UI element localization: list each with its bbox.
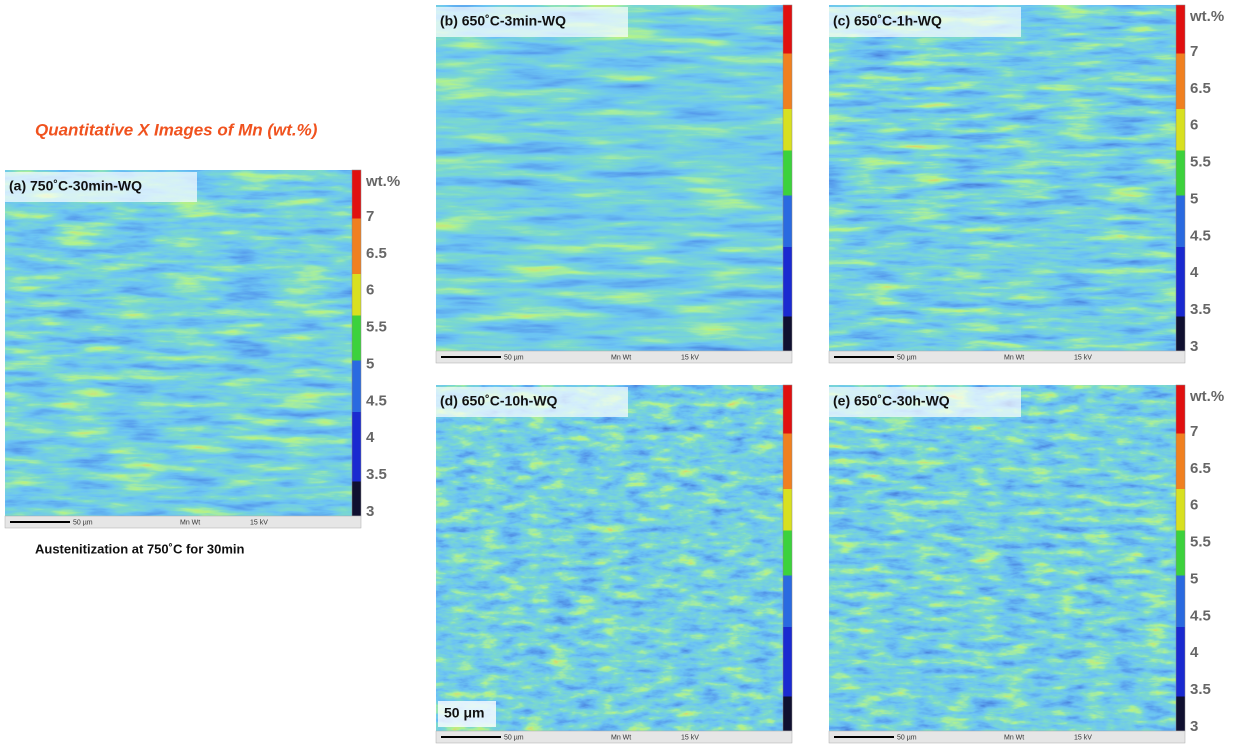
panel-label: (b) 650˚C-3min-WQ — [440, 13, 566, 29]
colorbar — [1175, 4, 1186, 352]
footer-scale: 50 µm — [897, 734, 917, 741]
colorbar-unit: wt.% — [1189, 8, 1224, 25]
panel-label: (a) 750˚C-30min-WQ — [9, 178, 142, 194]
element-map — [436, 385, 783, 731]
colorbar-tick-label: 4 — [366, 429, 375, 446]
scale-label-box — [438, 701, 496, 727]
colorbar-tick-label: 3.5 — [1190, 301, 1211, 318]
label-box — [829, 387, 1021, 417]
element-map — [829, 5, 1176, 351]
colorbar-tick-label: 6.5 — [366, 245, 387, 262]
colorbar — [782, 384, 793, 732]
footer-signal: Mn Wt — [1004, 354, 1024, 361]
colorbar-tick-label: 3 — [1190, 338, 1198, 355]
map-footer — [435, 350, 793, 364]
footer-scale: 50 µm — [504, 734, 524, 741]
caption: Austenitization at 750˚C for 30min — [35, 541, 245, 556]
map-panel: 50 µm Mn Wt 15 kV (d) 650˚C-10h-WQ 50 μm — [435, 384, 793, 744]
colorbar-tick-label: 3 — [366, 503, 374, 520]
footer-signal: Mn Wt — [611, 734, 631, 741]
panel-label: (e) 650˚C-30h-WQ — [833, 393, 950, 409]
colorbar-tick-label: 7 — [1190, 423, 1198, 440]
footer-scale: 50 µm — [504, 354, 524, 361]
footer-signal: Mn Wt — [1004, 734, 1024, 741]
colorbar-tick-label: 5 — [366, 355, 374, 372]
colorbar-tick-label: 7 — [1190, 43, 1198, 60]
map-panel: 50 µm Mn Wt 15 kV (a) 750˚C-30min-WQ wt.% 7 6.… — [4, 169, 400, 529]
map-footer — [435, 730, 793, 744]
colorbar-tick-label: 4.5 — [1190, 607, 1211, 624]
figure-title: Quantitative X Images of Mn (wt.%) — [35, 120, 318, 139]
colorbar-tick-label: 3 — [1190, 718, 1198, 735]
colorbar-tick-label: 5.5 — [366, 319, 387, 336]
map-footer — [4, 515, 362, 529]
element-map — [436, 5, 783, 351]
element-map — [829, 385, 1176, 731]
colorbar-tick-label: 4 — [1190, 644, 1199, 661]
footer-scale: 50 µm — [897, 354, 917, 361]
colorbar-tick-label: 6 — [1190, 117, 1198, 134]
colorbar-tick-label: 5.5 — [1190, 534, 1211, 551]
colorbar-tick-label: 3.5 — [366, 466, 387, 483]
colorbar — [782, 4, 793, 352]
colorbar-tick-label: 4 — [1190, 264, 1199, 281]
colorbar-tick-label: 6.5 — [1190, 460, 1211, 477]
map-footer — [828, 730, 1186, 744]
footer-voltage: 15 kV — [681, 354, 699, 361]
colorbar-tick-label: 5 — [1190, 570, 1198, 587]
map-panel: 50 µm Mn Wt 15 kV (c) 650˚C-1h-WQ wt.% 7 6.5 6 5… — [828, 4, 1224, 364]
colorbar — [351, 169, 362, 517]
footer-voltage: 15 kV — [250, 519, 268, 526]
footer-scale: 50 µm — [73, 519, 93, 526]
label-box — [436, 7, 628, 37]
colorbar-unit: wt.% — [365, 173, 400, 190]
colorbar-tick-label: 3.5 — [1190, 681, 1211, 698]
map-footer — [828, 350, 1186, 364]
colorbar-unit: wt.% — [1189, 388, 1224, 405]
colorbar-tick-label: 4.5 — [366, 392, 387, 409]
label-box — [5, 172, 197, 202]
colorbar-tick-label: 7 — [366, 208, 374, 225]
colorbar-tick-label: 6 — [1190, 497, 1198, 514]
footer-voltage: 15 kV — [1074, 734, 1092, 741]
footer-voltage: 15 kV — [1074, 354, 1092, 361]
label-box — [829, 7, 1021, 37]
footer-voltage: 15 kV — [681, 734, 699, 741]
colorbar-tick-label: 4.5 — [1190, 227, 1211, 244]
panel-label: (c) 650˚C-1h-WQ — [833, 13, 942, 29]
panel-label: (d) 650˚C-10h-WQ — [440, 393, 558, 409]
map-panel: 50 µm Mn Wt 15 kV (b) 650˚C-3min-WQ — [435, 4, 793, 364]
footer-signal: Mn Wt — [180, 519, 200, 526]
element-map — [5, 170, 352, 516]
colorbar — [1175, 384, 1186, 732]
colorbar-tick-label: 6 — [366, 282, 374, 299]
label-box — [436, 387, 628, 417]
footer-signal: Mn Wt — [611, 354, 631, 361]
colorbar-tick-label: 5.5 — [1190, 154, 1211, 171]
scale-label: 50 μm — [444, 705, 484, 721]
colorbar-tick-label: 5 — [1190, 190, 1198, 207]
map-panel: 50 µm Mn Wt 15 kV (e) 650˚C-30h-WQ wt.% 7 6.5 6… — [828, 384, 1224, 744]
colorbar-tick-label: 6.5 — [1190, 80, 1211, 97]
